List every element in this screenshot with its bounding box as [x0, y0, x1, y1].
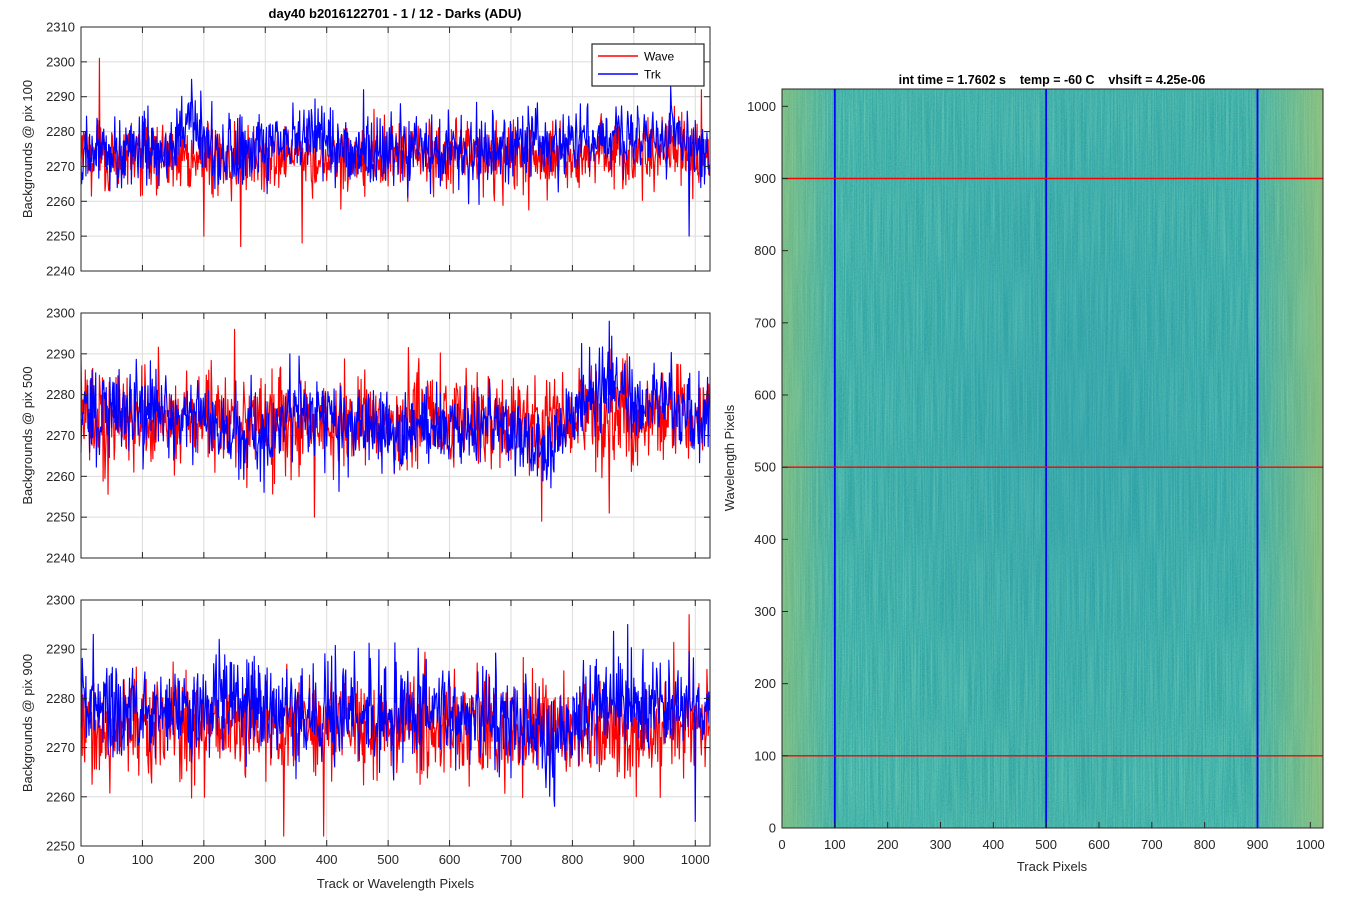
y-tick-label: 2280	[46, 124, 75, 139]
heatmap-axes-box	[781, 88, 1324, 829]
x-tick-label: 200	[193, 852, 215, 867]
y-tick-label: 2300	[46, 54, 75, 69]
y-tick-label: 2250	[46, 229, 75, 244]
x-tick-label: 500	[377, 852, 399, 867]
x-tick-label: 1000	[1296, 837, 1325, 852]
y-tick-label: 2240	[46, 264, 75, 279]
x-tick-label: 800	[1194, 837, 1216, 852]
x-tick-label: 500	[1035, 837, 1057, 852]
heatmap-axes: 0 100 200 300 400 500 600 700 800 900 1000 0 100 200 3…	[747, 88, 1325, 852]
y-tick-label: 2310	[46, 20, 75, 35]
y-tick-label: 2280	[46, 691, 75, 706]
y-tick-label: 2270	[46, 428, 75, 443]
line-plot-pix-100: 2240 2250 2260 2270 2280 2290 2300 2310 Backgrou…	[20, 20, 711, 279]
legend-label-wave: Wave	[644, 50, 675, 64]
y-tick-label: 2240	[46, 551, 75, 566]
heatmap-xlabel: Track Pixels	[1017, 859, 1088, 874]
heatmap-image	[782, 89, 1323, 828]
y-tick-label: 500	[754, 460, 776, 475]
y-tick-label: 2290	[46, 346, 75, 361]
y-tick-label: 2250	[46, 839, 75, 854]
x-tick-label: 900	[1247, 837, 1269, 852]
y-tick-label: 2280	[46, 387, 75, 402]
y-tick-label: 700	[754, 315, 776, 330]
series-trk-line	[80, 624, 710, 822]
x-tick-label: 300	[930, 837, 952, 852]
series-trk-line	[80, 78, 710, 237]
y-tick-label: 300	[754, 604, 776, 619]
axes-box	[80, 26, 711, 272]
x-tick-label: 800	[562, 852, 584, 867]
series-trk-line	[80, 320, 710, 493]
x-tick-label: 400	[316, 852, 338, 867]
y-tick-label: 600	[754, 387, 776, 402]
x-tick-label: 900	[623, 852, 645, 867]
y-axis-label: Backgrounds @ pix 100	[20, 80, 35, 218]
x-tick-label: 400	[982, 837, 1004, 852]
y-tick-label: 2260	[46, 194, 75, 209]
y-tick-label: 2290	[46, 642, 75, 657]
line-plot-pix-500: 2240 2250 2260 2270 2280 2290 2300 Backgrounds …	[20, 306, 711, 566]
legend-box	[591, 43, 705, 87]
heatmap-plot: 0 100 200 300 400 500 600 700 800 900 1000 0 100 200 3…	[722, 73, 1325, 874]
x-tick-label: 100	[132, 852, 154, 867]
x-tick-label: 1000	[681, 852, 710, 867]
figure-title: day40 b2016122701 - 1 / 12 - Darks (ADU)	[269, 6, 522, 21]
y-tick-label: 2260	[46, 469, 75, 484]
y-tick-label: 2250	[46, 510, 75, 525]
y-tick-label: 200	[754, 676, 776, 691]
axes-box	[80, 599, 711, 847]
y-tick-label: 2260	[46, 789, 75, 804]
x-tick-label: 100	[824, 837, 846, 852]
y-tick-label: 2270	[46, 159, 75, 174]
y-axis-label: Backgrounds @ pix 500	[20, 366, 35, 504]
y-tick-label: 900	[754, 171, 776, 186]
x-tick-label: 0	[778, 837, 785, 852]
y-tick-label: 2290	[46, 89, 75, 104]
y-tick-label: 2300	[46, 593, 75, 608]
x-tick-label: 0	[77, 852, 84, 867]
heatmap-title: int time = 1.7602 s temp = -60 C vhsift …	[899, 73, 1206, 87]
x-tick-label: 700	[1141, 837, 1163, 852]
y-tick-label: 400	[754, 532, 776, 547]
y-tick-label: 2270	[46, 740, 75, 755]
y-tick-label: 0	[769, 821, 776, 836]
y-tick-label: 2300	[46, 306, 75, 321]
y-tick-label: 1000	[747, 99, 776, 114]
heatmap-ylabel: Wavelength Pixels	[722, 404, 737, 511]
line-plot-pix-900: 2250 2260 2270 2280 2290 2300 0 100 200 300 400 500…	[20, 593, 711, 891]
x-tick-label: 300	[254, 852, 276, 867]
y-tick-label: 800	[754, 243, 776, 258]
x-tick-label: 600	[1088, 837, 1110, 852]
y-axis-label: Backgrounds @ pix 900	[20, 654, 35, 792]
x-tick-label: 200	[877, 837, 899, 852]
y-tick-label: 100	[754, 748, 776, 763]
series-wave-line	[80, 328, 710, 522]
x-axis-label: Track or Wavelength Pixels	[317, 876, 475, 891]
legend-label-trk: Trk	[644, 68, 662, 82]
heatmap-markers	[782, 89, 1323, 828]
x-tick-label: 700	[500, 852, 522, 867]
x-tick-label: 600	[439, 852, 461, 867]
